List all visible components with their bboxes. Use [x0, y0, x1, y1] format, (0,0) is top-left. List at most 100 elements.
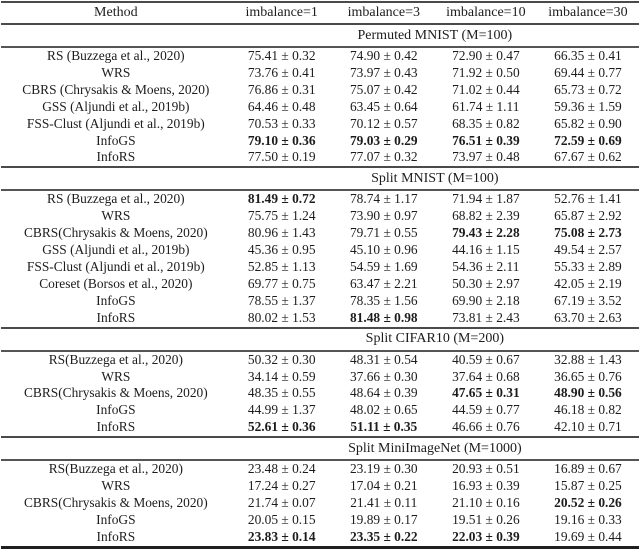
method-cell: GSS (Aljundi et al., 2019b): [42, 242, 190, 258]
value-cell: 69.44 ± 0.77: [554, 64, 622, 80]
method-cell: WRS: [101, 208, 131, 224]
value-cell: 19.16 ± 0.33: [554, 511, 622, 527]
header-row: Method imbalance=1 imbalance=3 imbalance…: [1, 2, 639, 24]
method-cell: WRS: [101, 478, 131, 494]
method-cell: FSS-Clust (Aljundi et al., 2019b): [26, 115, 205, 131]
table-row: CBRS (Chrysakis & Moens, 2020) 76.86 ± 0.…: [1, 82, 639, 99]
method-cell: GSS (Aljundi et al., 2019b): [42, 98, 190, 114]
value-cell: 48.35 ± 0.55: [247, 385, 316, 401]
table-row: InfoGS 79.10 ± 0.36 79.03 ± 0.29 76.51 ± 0.…: [1, 133, 639, 150]
column-header-imbalance-10: imbalance=10: [446, 5, 526, 20]
value-cell: 79.03 ± 0.29: [349, 132, 418, 148]
value-cell: 44.99 ± 1.37: [247, 402, 316, 418]
column-header-imbalance-3: imbalance=3: [347, 5, 420, 20]
value-cell: 65.73 ± 0.72: [554, 81, 622, 97]
value-cell: 75.08 ± 2.73: [554, 225, 622, 241]
value-cell: 48.64 ± 0.39: [349, 385, 418, 401]
value-cell: 75.75 ± 1.24: [247, 208, 316, 224]
table-row: RS (Buzzega et al., 2020) 81.49 ± 0.72 78.…: [1, 190, 639, 208]
table-row: RS(Buzzega et al., 2020) 23.48 ± 0.24 23.1…: [1, 460, 639, 478]
value-cell: 21.10 ± 0.16: [452, 494, 520, 510]
value-cell: 46.66 ± 0.76: [452, 419, 520, 435]
section-title: Split MNIST (M=100): [371, 170, 499, 186]
value-cell: 73.97 ± 0.48: [452, 149, 520, 165]
table-row: GSS (Aljundi et al., 2019b) 45.36 ± 0.95 4…: [1, 242, 639, 259]
table-body: Permuted MNIST (M=100) RS (Buzzega et al.…: [1, 24, 639, 547]
method-cell: InfoRS: [96, 528, 136, 544]
section-title-spacer: [1, 167, 231, 190]
table-row: RS (Buzzega et al., 2020) 75.41 ± 0.32 74.…: [1, 47, 639, 65]
value-cell: 63.45 ± 0.64: [349, 98, 418, 114]
value-cell: 21.41 ± 0.11: [350, 494, 418, 510]
value-cell: 81.48 ± 0.98: [349, 309, 418, 325]
value-cell: 70.53 ± 0.33: [247, 115, 316, 131]
value-cell: 77.50 ± 0.19: [247, 149, 316, 165]
value-cell: 72.59 ± 0.69: [554, 132, 622, 148]
section-title-row: Split MNIST (M=100): [1, 167, 639, 191]
value-cell: 37.64 ± 0.68: [452, 368, 520, 384]
value-cell: 66.35 ± 0.41: [554, 48, 622, 63]
value-cell: 67.67 ± 0.62: [554, 149, 622, 165]
table-row: CBRS(Chrysakis & Moens, 2020) 48.35 ± 0.5…: [1, 385, 639, 402]
value-cell: 78.55 ± 1.37: [247, 292, 316, 308]
value-cell: 79.43 ± 2.28: [452, 225, 520, 241]
value-cell: 19.89 ± 0.17: [349, 511, 418, 527]
section-title-spacer: [1, 328, 231, 351]
value-cell: 23.35 ± 0.22: [349, 528, 418, 544]
table-row: CBRS(Chrysakis & Moens, 2020) 80.96 ± 1.4…: [1, 225, 639, 242]
value-cell: 15.87 ± 0.25: [554, 478, 622, 494]
value-cell: 76.86 ± 0.31: [247, 81, 316, 97]
value-cell: 54.36 ± 2.11: [452, 258, 520, 274]
value-cell: 37.66 ± 0.30: [349, 368, 418, 384]
value-cell: 69.90 ± 2.18: [452, 292, 520, 308]
value-cell: 32.88 ± 1.43: [554, 351, 622, 367]
value-cell: 68.82 ± 2.39: [452, 208, 520, 224]
value-cell: 48.02 ± 0.65: [349, 402, 418, 418]
method-cell: InfoGS: [96, 402, 136, 418]
table-header: Method imbalance=1 imbalance=3 imbalance…: [1, 2, 639, 24]
value-cell: 16.89 ± 0.67: [554, 461, 622, 477]
section-title: Split CIFAR10 (M=200): [365, 331, 504, 347]
value-cell: 79.10 ± 0.36: [247, 132, 316, 148]
value-cell: 23.19 ± 0.30: [349, 461, 418, 477]
value-cell: 52.61 ± 0.36: [247, 419, 316, 435]
value-cell: 77.07 ± 0.32: [349, 149, 418, 165]
value-cell: 42.05 ± 2.19: [554, 275, 622, 291]
section-title: Split MiniImageNet (M=1000): [348, 440, 522, 456]
value-cell: 73.90 ± 0.97: [349, 208, 418, 224]
value-cell: 67.19 ± 3.52: [554, 292, 622, 308]
value-cell: 79.71 ± 0.55: [349, 225, 418, 241]
value-cell: 45.36 ± 0.95: [247, 242, 316, 258]
table-row: WRS 73.76 ± 0.41 73.97 ± 0.43 71.92 ± 0.50 6…: [1, 65, 639, 82]
value-cell: 52.85 ± 1.13: [247, 258, 316, 274]
value-cell: 20.05 ± 0.15: [247, 511, 316, 527]
method-cell: RS (Buzzega et al., 2020): [47, 48, 185, 63]
value-cell: 48.90 ± 0.56: [554, 385, 622, 401]
value-cell: 75.41 ± 0.32: [247, 48, 316, 63]
method-cell: InfoRS: [96, 419, 136, 435]
method-cell: RS(Buzzega et al., 2020): [48, 351, 183, 367]
table-row: InfoRS 77.50 ± 0.19 77.07 ± 0.32 73.97 ± 0.…: [1, 149, 639, 167]
method-cell: RS(Buzzega et al., 2020): [48, 461, 183, 477]
value-cell: 17.04 ± 0.21: [349, 478, 418, 494]
value-cell: 34.14 ± 0.59: [247, 368, 316, 384]
value-cell: 73.76 ± 0.41: [247, 64, 316, 80]
value-cell: 49.54 ± 2.57: [554, 242, 622, 258]
table-row: InfoRS 80.02 ± 1.53 81.48 ± 0.98 73.81 ± 2.…: [1, 310, 639, 328]
table-row: InfoRS 23.83 ± 0.14 23.35 ± 0.22 22.03 ± 0.…: [1, 529, 639, 547]
value-cell: 23.48 ± 0.24: [247, 461, 316, 477]
table-row: RS(Buzzega et al., 2020) 50.32 ± 0.30 48.3…: [1, 351, 639, 369]
value-cell: 68.35 ± 0.82: [452, 115, 520, 131]
value-cell: 44.16 ± 1.15: [452, 242, 520, 258]
method-cell: CBRS(Chrysakis & Moens, 2020): [23, 494, 208, 510]
table-row: InfoGS 44.99 ± 1.37 48.02 ± 0.65 44.59 ± 0.…: [1, 402, 639, 419]
value-cell: 20.93 ± 0.51: [452, 461, 520, 477]
value-cell: 19.51 ± 0.26: [452, 511, 520, 527]
column-header-method: Method: [94, 5, 138, 20]
section-title: Permuted MNIST (M=100): [357, 27, 513, 43]
value-cell: 71.92 ± 0.50: [452, 64, 520, 80]
value-cell: 22.03 ± 0.39: [452, 528, 520, 544]
section-title-spacer: [1, 437, 231, 460]
value-cell: 45.10 ± 0.96: [349, 242, 418, 258]
